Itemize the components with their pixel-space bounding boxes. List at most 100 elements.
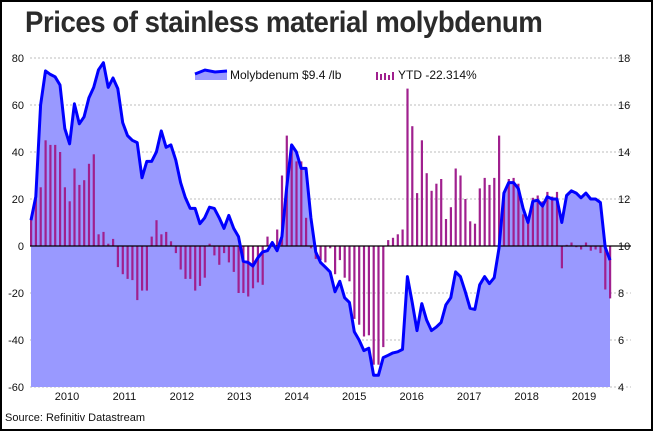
ytd-bar	[580, 246, 583, 250]
ytd-bar	[483, 177, 486, 246]
x-tick-label: 2013	[227, 391, 251, 403]
ytd-bar	[527, 222, 530, 246]
ytd-bar	[223, 246, 226, 254]
x-tick-label: 2017	[457, 391, 481, 403]
right-tick-label: 10	[618, 241, 630, 253]
ytd-bar	[136, 246, 139, 301]
ytd-bar	[213, 246, 216, 256]
ytd-bar	[276, 229, 279, 246]
ytd-bar	[63, 187, 66, 246]
ytd-bar	[280, 175, 284, 246]
ytd-bar	[401, 229, 404, 246]
ytd-bar	[338, 246, 341, 261]
ytd-bar	[387, 240, 390, 246]
ytd-bar	[599, 246, 602, 254]
ytd-bar	[353, 246, 356, 319]
ytd-bar	[406, 88, 409, 246]
legend-item-molybdenum: Molybdenum $9.4 /lb	[194, 68, 342, 82]
ytd-bar	[454, 168, 457, 246]
ytd-bar	[169, 241, 173, 246]
ytd-bar	[150, 236, 153, 246]
ytd-bar	[536, 195, 539, 246]
ytd-bar	[174, 246, 177, 254]
ytd-bar	[430, 190, 433, 246]
ytd-bar	[362, 246, 366, 337]
ytd-bar	[218, 246, 221, 265]
ytd-bar	[131, 246, 134, 281]
ytd-bar	[464, 199, 467, 246]
ytd-bar	[609, 246, 612, 299]
ytd-bar	[198, 246, 202, 286]
x-tick-label: 2012	[170, 391, 194, 403]
left-tick-label: 20	[12, 194, 24, 206]
ytd-bar	[203, 246, 206, 278]
ytd-bar	[488, 184, 491, 246]
ytd-bar	[309, 246, 313, 249]
ytd-bar	[116, 246, 119, 268]
x-tick-label: 2019	[572, 391, 596, 403]
ytd-bar	[560, 246, 563, 269]
right-tick-label: 14	[618, 147, 630, 159]
price-area	[31, 62, 610, 387]
left-tick-label: -60	[8, 382, 24, 394]
x-tick-label: 2011	[113, 391, 137, 403]
left-axis-ticks: 80 60 40 20 0 -20 -40 -60	[8, 53, 24, 394]
ytd-bar	[165, 231, 168, 246]
ytd-bar	[179, 246, 182, 270]
ytd-bar	[92, 154, 95, 246]
right-tick-label: 4	[618, 382, 624, 394]
x-tick-label: 2016	[399, 391, 423, 403]
left-tick-label: 60	[12, 100, 24, 112]
ytd-bar	[343, 246, 346, 278]
ytd-bar	[507, 179, 510, 246]
ytd-bar	[329, 246, 332, 249]
ytd-bar	[39, 187, 42, 246]
ytd-bar	[502, 191, 506, 246]
ytd-bar	[440, 179, 443, 246]
ytd-bar	[435, 183, 438, 246]
ytd-bar	[242, 246, 245, 293]
ytd-bar	[604, 246, 607, 290]
ytd-bar	[54, 144, 57, 246]
right-axis-ticks: 18 16 14 12 10 8 6 4	[618, 53, 630, 394]
ytd-bar	[420, 140, 423, 247]
ytd-bars	[30, 88, 612, 365]
ytd-bar	[449, 207, 452, 246]
ytd-bar	[160, 234, 163, 247]
right-tick-label: 12	[618, 194, 630, 206]
ytd-bar	[227, 246, 230, 263]
right-tick-label: 6	[618, 335, 624, 347]
ytd-bar	[83, 180, 86, 246]
left-tick-label: 40	[12, 147, 24, 159]
legend-label-molybdenum: Molybdenum $9.4 /lb	[230, 68, 342, 82]
right-tick-label: 16	[618, 100, 630, 112]
ytd-bar	[59, 152, 62, 246]
ytd-bar	[34, 194, 37, 246]
legend-item-ytd: YTD -22.314%	[376, 68, 477, 82]
ytd-bar	[126, 246, 129, 279]
ytd-bar	[377, 246, 380, 365]
ytd-bar	[589, 246, 592, 251]
ytd-bar	[208, 243, 211, 246]
right-tick-label: 18	[618, 53, 630, 65]
legend-label-ytd: YTD -22.314%	[398, 68, 477, 82]
ytd-bar	[416, 193, 419, 246]
ytd-bar	[473, 223, 477, 246]
x-axis-ticks: 2010 2011 2012 2013 2014 2015 2016 2017 2018 2019	[55, 391, 596, 403]
ytd-bar	[584, 242, 588, 246]
ytd-bar	[78, 184, 81, 246]
right-tick-label: 8	[618, 288, 624, 300]
ytd-bar	[411, 126, 414, 246]
ytd-bar	[459, 175, 462, 246]
ytd-bar	[594, 246, 597, 250]
ytd-bar	[522, 214, 525, 246]
ytd-bar	[232, 246, 235, 272]
ytd-bar	[261, 246, 264, 285]
ytd-bar	[531, 197, 534, 246]
ytd-bar	[44, 140, 47, 247]
x-tick-label: 2014	[285, 391, 309, 403]
left-tick-label: -40	[8, 335, 24, 347]
ytd-bar	[478, 188, 481, 246]
left-tick-label: 0	[18, 241, 24, 253]
